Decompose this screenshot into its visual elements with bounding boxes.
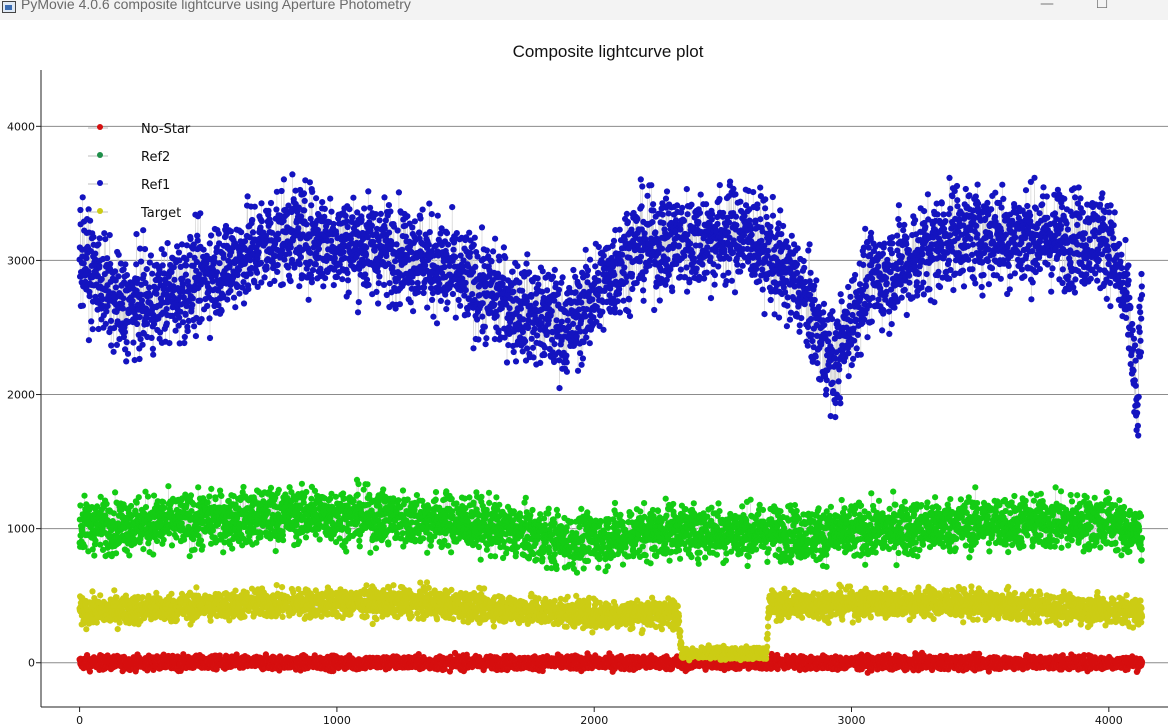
data-point <box>199 543 206 550</box>
data-point <box>272 548 279 555</box>
data-point <box>135 494 142 501</box>
data-point <box>160 536 167 543</box>
data-point <box>275 486 282 493</box>
data-point <box>206 493 213 500</box>
data-point <box>103 500 110 507</box>
data-point <box>187 492 195 499</box>
minimize-button[interactable]: — <box>1040 0 1054 12</box>
data-point <box>144 493 152 500</box>
data-point <box>280 537 287 544</box>
window-title: PyMovie 4.0.6 composite lightcurve using… <box>21 0 411 12</box>
data-point <box>142 504 150 511</box>
data-point <box>160 651 167 658</box>
data-point <box>81 492 88 499</box>
data-point <box>168 542 176 549</box>
data-point <box>77 502 84 509</box>
data-point <box>180 651 187 658</box>
data-point <box>208 485 215 492</box>
data-point <box>191 546 198 553</box>
data-point <box>126 552 133 559</box>
data-points <box>76 171 1146 676</box>
data-point <box>133 499 140 506</box>
chart-title: Composite lightcurve plot <box>513 42 704 61</box>
data-point <box>153 537 161 545</box>
data-point <box>92 537 99 544</box>
data-point <box>240 483 247 491</box>
data-point <box>166 530 173 537</box>
maximize-button[interactable]: ☐ <box>1095 0 1109 12</box>
data-point <box>212 496 219 503</box>
data-point <box>181 536 188 543</box>
data-point <box>150 551 157 558</box>
data-point <box>113 550 120 557</box>
data-point <box>229 545 236 552</box>
data-point <box>220 549 227 556</box>
data-point <box>267 484 275 491</box>
data-point <box>150 492 158 499</box>
data-point <box>165 483 172 490</box>
lightcurve-chart: Composite lightcurve plot 01000200030004… <box>0 20 1168 727</box>
data-point <box>218 492 225 499</box>
data-point <box>91 552 98 559</box>
data-point <box>128 502 135 510</box>
data-point <box>140 546 147 553</box>
title-bar: PyMovie 4.0.6 composite lightcurve using… <box>0 0 1168 21</box>
data-point <box>204 499 211 506</box>
app-icon <box>2 1 16 13</box>
data-point <box>86 668 93 675</box>
series-no-star-points <box>76 649 1146 676</box>
data-point <box>112 489 119 496</box>
data-point <box>1138 658 1146 665</box>
data-point <box>195 484 202 491</box>
data-point <box>186 553 193 560</box>
data-point <box>197 537 205 544</box>
data-point <box>160 499 167 506</box>
